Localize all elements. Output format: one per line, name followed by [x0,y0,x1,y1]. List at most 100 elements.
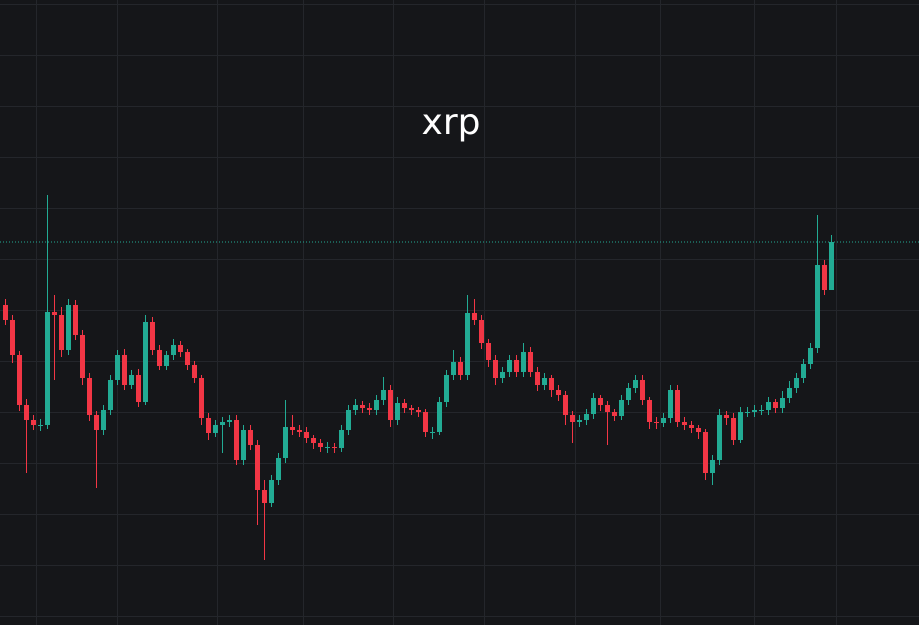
candle-body [479,320,484,343]
candle-body [108,380,113,410]
candle-body [451,362,456,375]
candle-body [745,412,750,413]
candle-body [493,360,498,378]
candle-body [206,418,211,433]
candle-body [346,410,351,430]
candle-body [276,458,281,480]
candle-body [227,420,232,422]
candle-body [66,305,71,350]
candle-body [584,414,589,420]
candle-body [514,360,519,372]
candle-body [122,355,127,385]
candle-body [780,398,785,408]
candle-body [241,430,246,460]
candles [0,195,919,560]
candle-body [570,415,575,422]
candle-body [297,430,302,432]
candle-body [269,480,274,503]
candle-body [164,355,169,366]
candle-body [129,375,134,385]
candle-body [759,410,764,411]
candle-body [640,380,645,400]
candle-body [808,348,813,364]
candle-body [437,402,442,432]
candle-body [185,352,190,365]
candle-body [528,352,533,372]
candle-body [668,390,673,418]
candle-body [430,432,435,433]
candle-body [157,350,162,366]
candle-body [115,355,120,380]
candle-body [199,378,204,418]
candle-body [794,378,799,388]
candle-body [549,378,554,390]
candle-body [255,445,260,490]
candle-body [626,388,631,400]
candle-body [815,265,820,348]
candle-body [136,375,141,402]
candle-body [654,422,659,423]
candle-body [381,390,386,400]
candle-body [423,412,428,432]
candle-body [192,365,197,378]
candle-body [689,425,694,428]
candle-body [591,398,596,414]
candle-body [171,345,176,355]
candle-body [213,425,218,433]
candle-body [353,405,358,410]
candle-body [332,447,337,448]
candle-body [472,313,477,320]
candle-body [801,364,806,378]
candle-body [661,418,666,423]
candle-body [556,390,561,395]
candle-body [465,313,470,375]
candle-body [220,422,225,425]
candle-body [563,395,568,415]
candle-body [59,315,64,350]
candle-body [605,405,610,412]
candle-body [143,322,148,402]
candle-body [311,438,316,443]
candle-body [717,415,722,460]
candle-body [535,372,540,385]
candle-body [178,345,183,352]
candle-body [703,432,708,473]
candle-body [150,322,155,350]
candle-body [521,352,526,372]
candle-body [38,425,43,426]
candle-body [507,360,512,372]
candle-body [577,420,582,422]
candle-body [318,443,323,447]
candle-body [822,265,827,290]
candle-body [367,408,372,410]
candle-body [31,420,36,425]
candle-body [444,375,449,402]
candle-body [290,427,295,430]
candle-body [304,432,309,438]
candle-body [101,410,106,430]
candle-body [752,410,757,412]
candle-body [675,390,680,422]
candle-body [395,403,400,420]
candle-body [87,378,92,415]
candle-body [766,402,771,410]
candle-body [773,402,778,408]
candle-body [402,403,407,408]
candle-body [738,412,743,440]
candle-body [94,415,99,430]
candle-body [486,343,491,360]
candle-body [416,410,421,412]
candle-body [409,408,414,410]
candle-body [360,405,365,408]
candle-body [696,428,701,432]
candle-body [45,312,50,425]
candle-body [598,398,603,405]
chart-title: xrp [422,102,481,143]
candle-body [619,400,624,416]
candle-body [24,405,29,420]
candle-body [829,242,834,290]
candle-body [500,372,505,378]
